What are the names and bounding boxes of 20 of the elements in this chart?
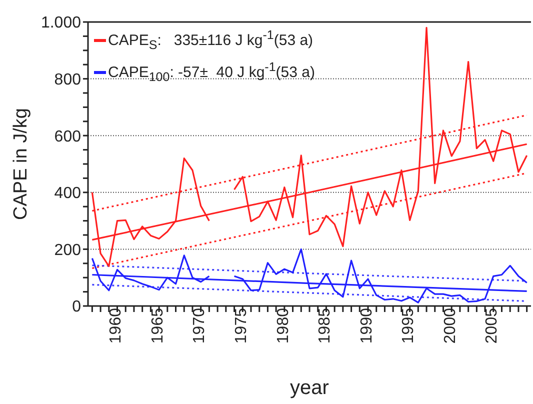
y-tick-label: 400 — [54, 185, 82, 202]
y-tick-label: 200 — [54, 242, 82, 259]
x-tick-label: 1975 — [232, 308, 250, 344]
x-tick-label: 2000 — [442, 308, 459, 344]
x-tick-label: 1985 — [316, 308, 334, 344]
y-tick-label: 600 — [54, 128, 82, 146]
y-tick-label: 1.000 — [40, 14, 82, 32]
x-tick-label: 1970 — [191, 308, 208, 344]
x-tick-label: 2005 — [484, 308, 501, 344]
x-tick-label: 1960 — [108, 308, 125, 344]
x-tick-label: 1995 — [400, 308, 418, 344]
legend-label: CAPE$_{100}$: -57± 40 J kg$^{-1}$(53 a) — [108, 59, 315, 86]
y-tick-label: 800 — [54, 71, 82, 88]
y-axis-title: CAPE in J/kg — [10, 108, 32, 220]
x-axis-title: year — [290, 377, 330, 399]
x-tick-label: 1990 — [358, 308, 376, 344]
y-tick-label: 0 — [72, 298, 82, 316]
x-tick-label: 1965 — [149, 308, 166, 344]
x-tick-label: 1980 — [274, 308, 292, 344]
legend-label: CAPE$_{S}$: 335±116 J kg$^{-1}$(53 a) — [108, 27, 314, 54]
